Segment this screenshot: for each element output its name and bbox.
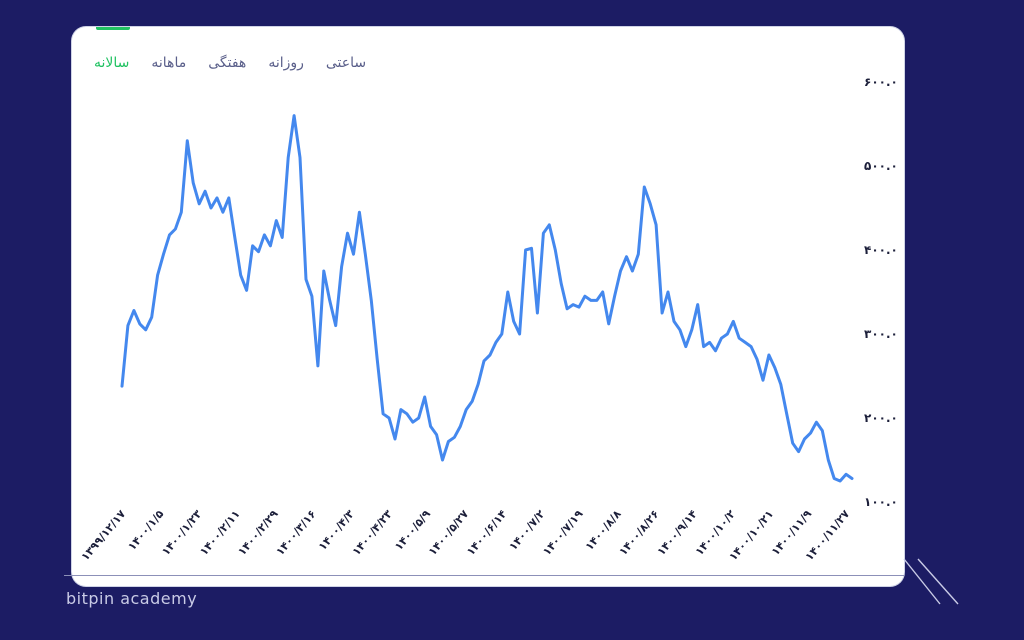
tab-hourly[interactable]: ساعتی [325, 55, 367, 71]
timeframe-tabs: ساعتی روزانه هفتگی ماهانه سالانه [94, 55, 366, 79]
x-tick-label: ۱۳۹۹/۱۲/۱۷ [79, 507, 129, 563]
price-line-chart: ۱۰۰.۰ ۲۰۰.۰ ۳۰۰.۰ ۴۰۰.۰ ۵۰۰.۰ ۶۰۰.۰ ۱۳۹۹/۱۲/۱۷… [79, 75, 898, 563]
brand-label: bitpin academy [66, 589, 198, 608]
y-tick-label: ۶۰۰.۰ [864, 75, 898, 89]
tab-daily[interactable]: روزانه [268, 55, 304, 71]
x-tick-label: ۱۴۰۰/۴/۳ [316, 507, 357, 553]
y-tick-label: ۱۰۰.۰ [864, 495, 898, 509]
x-tick-label: ۱۴۰۰/۸/۸ [583, 507, 624, 553]
decorative-slash-lines [903, 558, 959, 605]
y-tick-label: ۲۰۰.۰ [864, 411, 898, 425]
y-tick-label: ۵۰۰.۰ [864, 159, 898, 173]
x-tick-label: ۱۴۰۰/۷/۱۹ [540, 507, 586, 558]
base-divider [64, 575, 904, 576]
x-tick-label: ۱۴۰۰/۶/۱۴ [464, 507, 510, 558]
y-tick-label: ۳۰۰.۰ [864, 327, 898, 341]
x-tick-label: ۱۴۰۰/۱/۵ [125, 507, 166, 553]
y-tick-label: ۴۰۰.۰ [864, 243, 898, 257]
chart-card: ساعتی روزانه هفتگی ماهانه سالانه ۱۰۰.۰ ۲۰… [72, 27, 904, 586]
tab-yearly[interactable]: سالانه [94, 55, 130, 71]
tab-weekly[interactable]: هفتگی [208, 55, 247, 71]
active-tab-indicator [96, 27, 130, 30]
x-tick-label: ۱۴۰۰/۵/۹ [392, 507, 433, 553]
x-tick-label: ۱۴۰۰/۷/۲ [506, 507, 547, 553]
x-tick-label: ۱۴۰۰/۴/۲۳ [350, 507, 396, 558]
price-series-line [120, 114, 854, 483]
tab-monthly[interactable]: ماهانه [151, 55, 187, 71]
x-tick-label: ۱۴۰۰/۳/۱۶ [273, 508, 318, 559]
